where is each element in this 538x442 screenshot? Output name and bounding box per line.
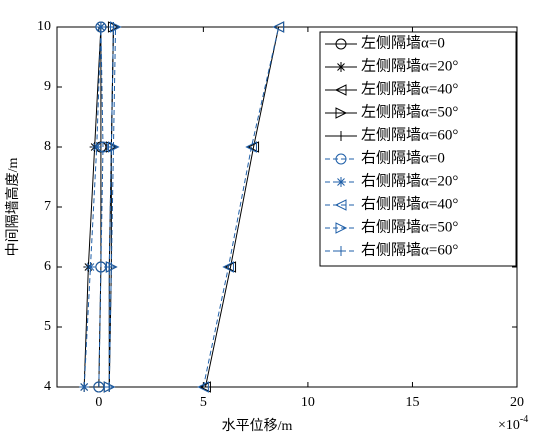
x-multiplier: ×10-4 <box>498 414 528 433</box>
marker <box>95 22 106 32</box>
marker <box>247 141 260 153</box>
x-tick-label: 0 <box>95 395 102 410</box>
multiplier-power: -4 <box>520 414 528 425</box>
marker <box>79 382 90 392</box>
multiplier-base: ×10 <box>498 418 520 433</box>
marker <box>336 62 346 72</box>
marker <box>335 38 347 50</box>
y-axis-label: 中间隔墙高度/m <box>4 158 21 257</box>
marker <box>104 382 115 392</box>
y-tick-label: 8 <box>44 139 51 154</box>
marker <box>272 21 285 33</box>
marker <box>335 222 348 234</box>
legend-label: 左侧隔墙α=40° <box>361 80 458 97</box>
marker <box>335 153 347 165</box>
x-tick-label: 15 <box>405 395 419 410</box>
marker <box>334 199 347 211</box>
x-axis-label: 水平位移/m <box>222 418 293 434</box>
series-line <box>83 26 102 388</box>
series-line <box>204 26 280 388</box>
legend-label: 右侧隔墙α=40° <box>361 195 458 212</box>
series-line <box>98 26 104 388</box>
marker <box>104 262 115 272</box>
marker <box>245 141 257 153</box>
legend-label: 左侧隔墙α=20° <box>361 57 458 74</box>
series-line <box>83 26 102 388</box>
marker <box>335 107 348 119</box>
series-line <box>108 26 114 387</box>
legend-label: 右侧隔墙α=0 <box>361 149 445 166</box>
marker <box>334 84 347 96</box>
y-tick-label: 10 <box>37 19 51 34</box>
legend-label: 右侧隔墙α=60° <box>361 241 458 258</box>
marker <box>336 177 346 187</box>
legend-label: 左侧隔墙α=50° <box>361 103 458 120</box>
legend-label: 右侧隔墙α=20° <box>361 172 458 189</box>
y-tick-label: 5 <box>44 319 51 334</box>
marker <box>336 131 346 141</box>
x-tick-label: 5 <box>200 395 207 410</box>
marker <box>199 381 211 393</box>
marker <box>197 381 209 393</box>
legend-label: 左侧隔墙α=0 <box>361 34 445 51</box>
marker <box>222 261 234 273</box>
marker <box>106 142 117 152</box>
marker <box>91 142 102 152</box>
marker <box>85 262 96 272</box>
marker <box>336 246 346 256</box>
y-tick-label: 7 <box>44 199 51 214</box>
marker <box>224 261 237 273</box>
series-line <box>202 26 280 388</box>
x-tick-label: 10 <box>301 395 315 410</box>
legend-box <box>319 31 517 267</box>
y-tick-label: 6 <box>44 259 51 274</box>
legend-label: 左侧隔墙α=60° <box>361 126 458 143</box>
legend-label: 右侧隔墙α=50° <box>361 218 458 235</box>
x-tick-label: 20 <box>510 395 524 410</box>
marker <box>108 22 119 32</box>
y-tick-label: 9 <box>44 79 51 94</box>
series-line <box>108 26 117 388</box>
y-tick-label: 4 <box>44 379 51 394</box>
